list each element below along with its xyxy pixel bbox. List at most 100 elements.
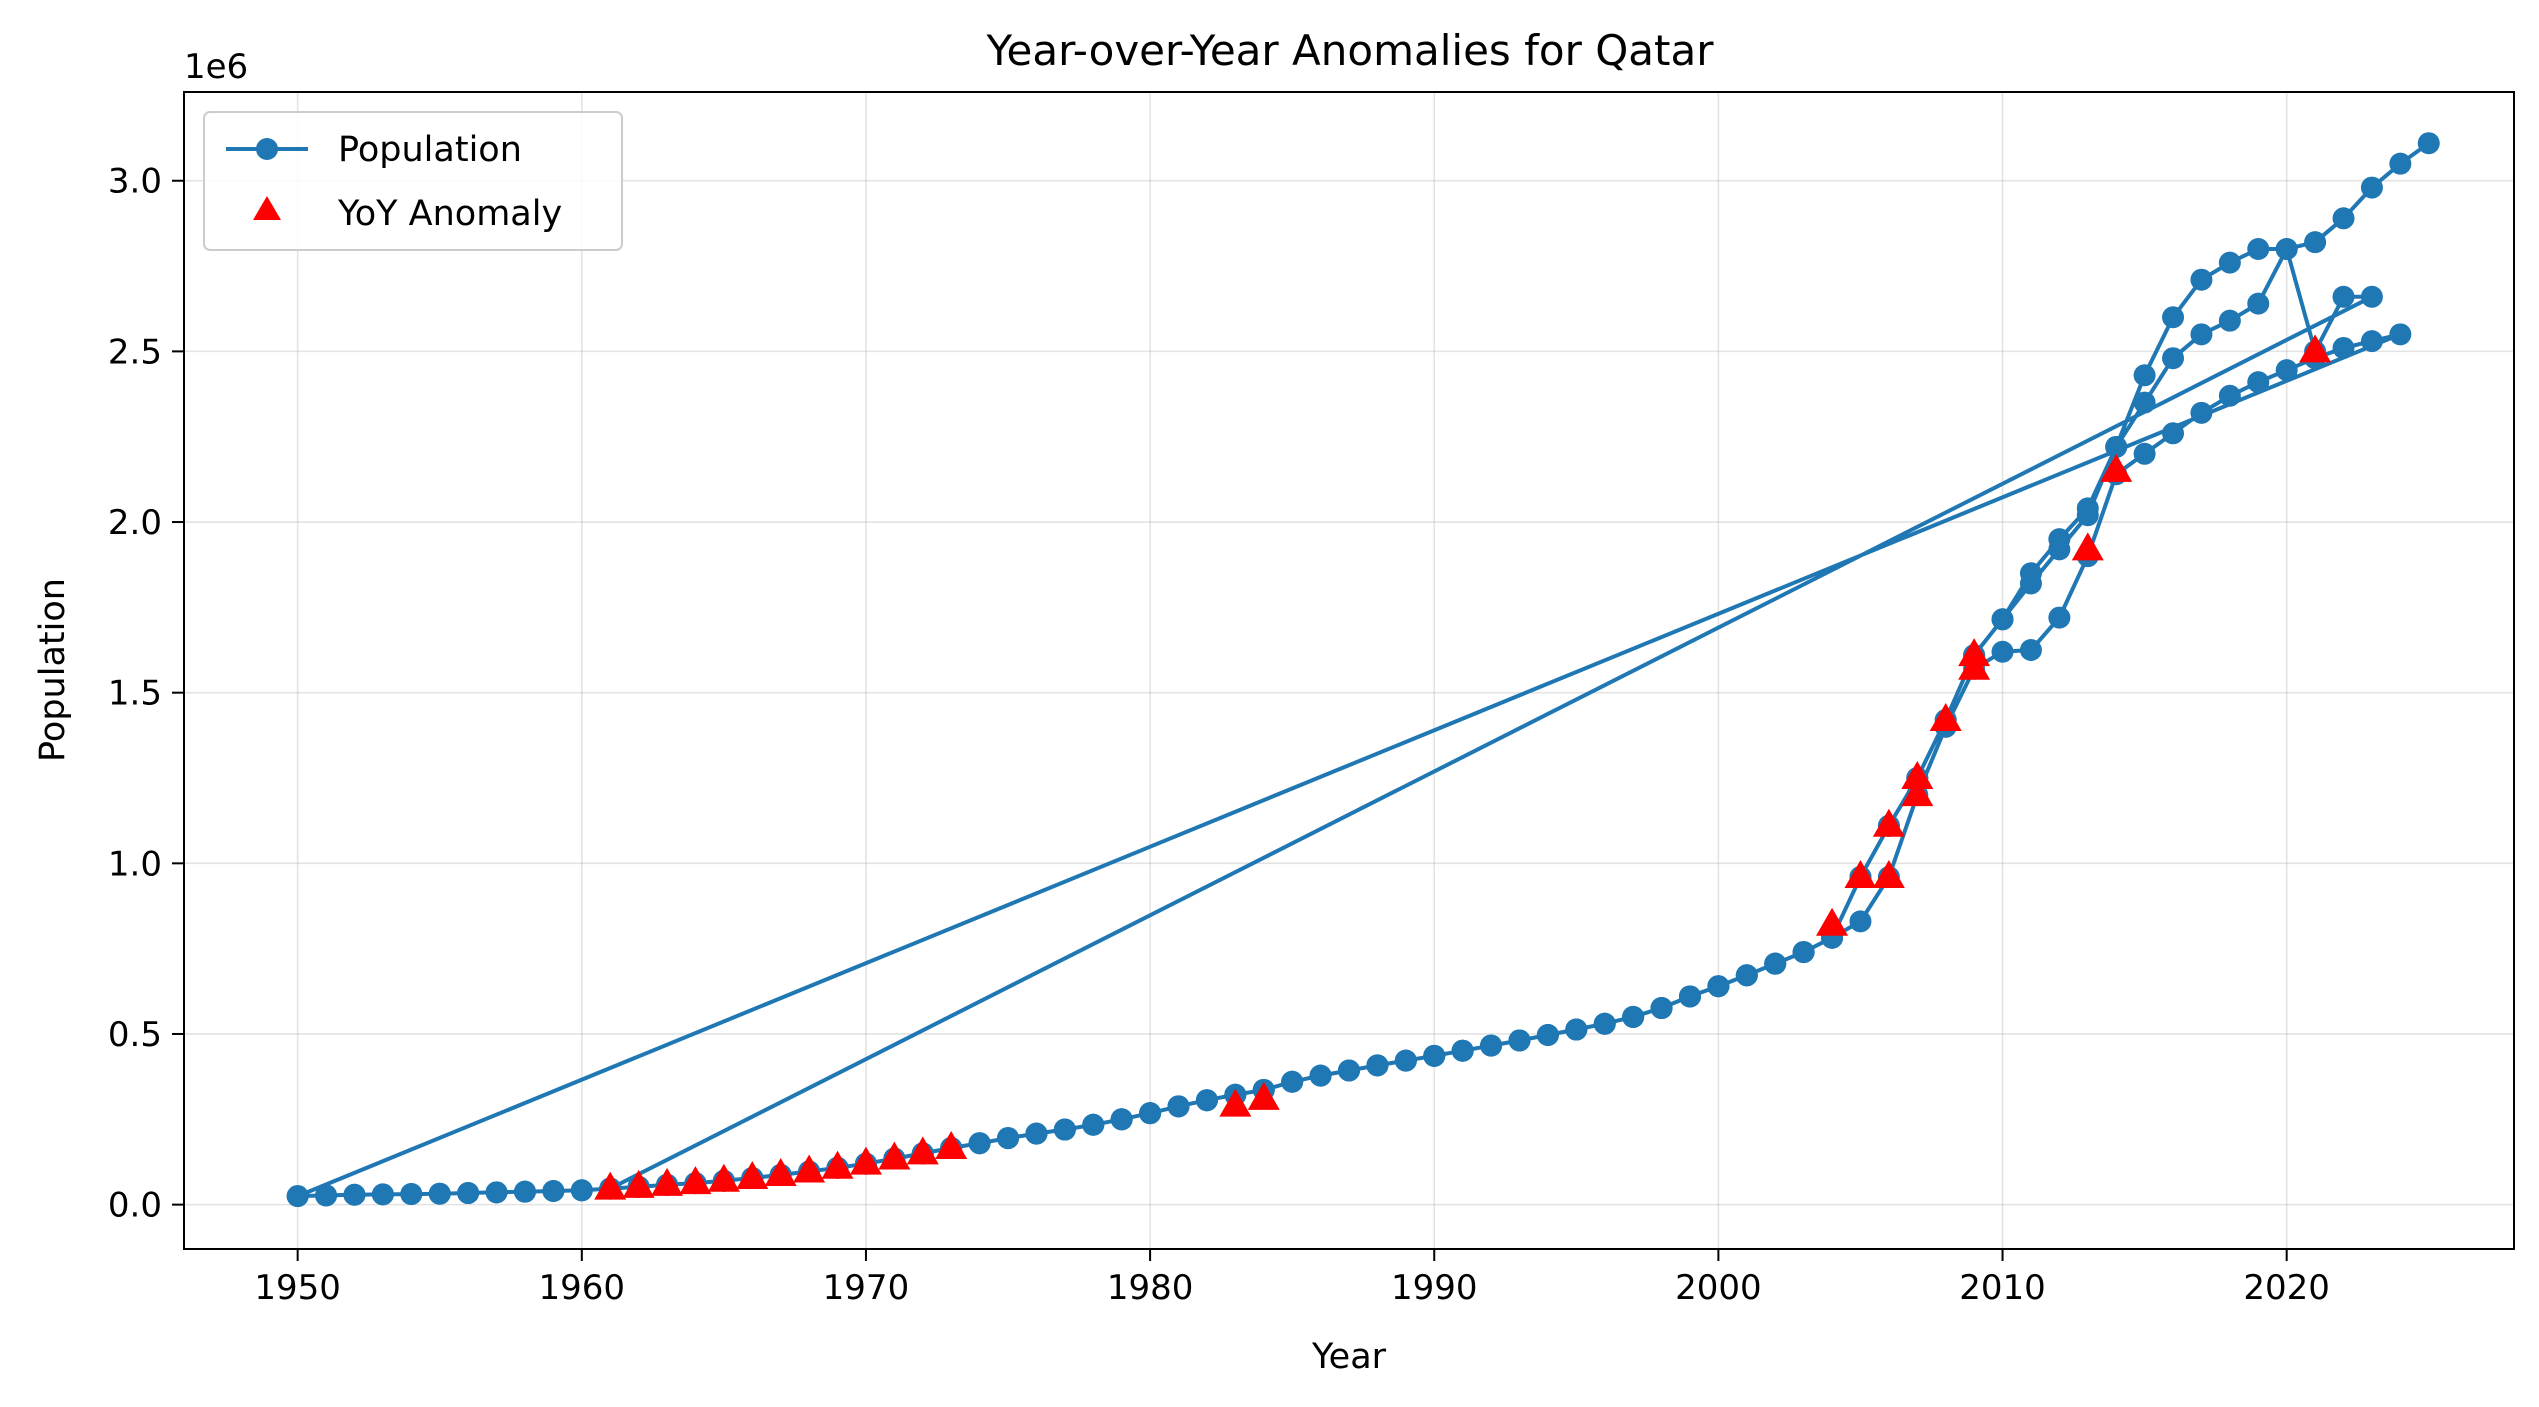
population-point [1167, 1095, 1190, 1118]
population-point [2019, 639, 2042, 662]
anomaly-point [1844, 859, 1877, 888]
population-point [2048, 528, 2071, 551]
population-point [2247, 237, 2270, 260]
population-point [2162, 422, 2185, 445]
y-tick-label: 2.5 [108, 332, 162, 372]
population-point [2360, 285, 2383, 308]
population-point [1678, 985, 1701, 1008]
population-point [315, 1184, 338, 1207]
anomaly-point [2299, 334, 2332, 363]
x-axis-label: Year [1311, 1337, 1387, 1377]
anomaly-point [1929, 702, 1962, 731]
anomaly-point [821, 1150, 854, 1179]
x-tick-label: 2010 [1959, 1268, 2046, 1308]
x-tick-label: 1970 [823, 1268, 910, 1308]
anomaly-point [1872, 808, 1905, 837]
population-point [1281, 1070, 1304, 1093]
anomaly-point [622, 1169, 655, 1198]
x-tick-label: 2020 [2243, 1268, 2330, 1308]
population-point [1622, 1005, 1645, 1028]
population-line [295, 141, 2430, 1199]
y-axis: 0.0 0.5 1.0 1.5 2.0 2.5 3.0 [108, 162, 184, 1226]
series-layer [286, 132, 2440, 1208]
population-point [286, 1185, 309, 1208]
population-point [2247, 292, 2270, 315]
population-point [1338, 1059, 1360, 1082]
population-point [1508, 1029, 1531, 1052]
population-point [1650, 997, 1673, 1020]
population-point [2332, 336, 2355, 359]
population-point [2218, 384, 2241, 407]
legend: Population YoY Anomaly [203, 111, 623, 251]
population-point [2019, 562, 2042, 585]
x-tick-label: 2000 [1675, 1268, 1762, 1308]
anomaly-point [736, 1161, 769, 1190]
legend-label-yoy-anomaly: YoY Anomaly [337, 194, 562, 234]
y-tick-label: 0.0 [108, 1186, 162, 1226]
population-point [1480, 1034, 1503, 1057]
anomaly-point [849, 1146, 882, 1175]
anomaly-point [793, 1154, 826, 1183]
population-point [1366, 1054, 1389, 1077]
plot-frame [183, 91, 2515, 1250]
population-point [542, 1179, 565, 1202]
population-point [2133, 442, 2156, 465]
population-point [2218, 251, 2241, 274]
population-point [485, 1181, 508, 1204]
population-point [513, 1180, 536, 1203]
y-tick-label: 1.0 [108, 844, 162, 884]
x-tick-label: 1990 [1391, 1268, 1478, 1308]
population-point [343, 1183, 366, 1206]
y-tick-label: 2.0 [108, 503, 162, 543]
anomaly-point [1247, 1081, 1280, 1110]
x-tick-label: 1980 [1107, 1268, 1194, 1308]
anomaly-point [2100, 453, 2133, 482]
population-point [1139, 1102, 1162, 1125]
population-point [1082, 1113, 1105, 1136]
population-point [457, 1182, 480, 1205]
population-point [2389, 323, 2412, 346]
population-point [2105, 435, 2128, 458]
population-point [2162, 347, 2185, 370]
anomaly-point [1872, 859, 1905, 888]
population-point [2332, 285, 2355, 308]
grid [184, 92, 2514, 1249]
population-point [2417, 132, 2440, 155]
population-point [1110, 1108, 1133, 1131]
population-point [2275, 237, 2298, 260]
population-point [2190, 323, 2213, 346]
population-point [2076, 497, 2099, 520]
anomaly-point [2071, 532, 2104, 561]
population-point [2304, 231, 2327, 254]
population-point [1309, 1064, 1332, 1087]
population-point [2048, 606, 2071, 629]
anomaly-point [764, 1157, 797, 1186]
anomaly-point [906, 1136, 939, 1165]
anomaly-point [679, 1166, 712, 1195]
population-point [2133, 391, 2156, 414]
anomaly-point [878, 1141, 911, 1170]
anomaly-point [1958, 638, 1991, 667]
population-point [2332, 207, 2355, 230]
y-tick-label: 0.5 [108, 1015, 162, 1055]
population-point [1764, 952, 1787, 975]
population-point [2360, 330, 2383, 353]
population-point [1735, 964, 1758, 987]
population-point [2133, 364, 2156, 387]
legend-label-population: Population [338, 130, 522, 170]
population-point [400, 1183, 423, 1206]
population-point [1565, 1018, 1588, 1041]
y-offset-label: 1e6 [184, 47, 248, 87]
population-point [2247, 371, 2270, 394]
population-point [1451, 1039, 1474, 1062]
population-point [1707, 975, 1730, 998]
population-point [2190, 401, 2213, 424]
legend-triangle-marker [253, 196, 281, 220]
population-point [1849, 910, 1872, 933]
population-point [2275, 359, 2298, 382]
y-tick-label: 3.0 [108, 162, 162, 202]
anomaly-point [651, 1167, 684, 1196]
anomaly-point [1901, 778, 1934, 807]
x-axis: 1950 1960 1970 1980 1990 2000 2010 2020 [254, 1249, 2330, 1308]
